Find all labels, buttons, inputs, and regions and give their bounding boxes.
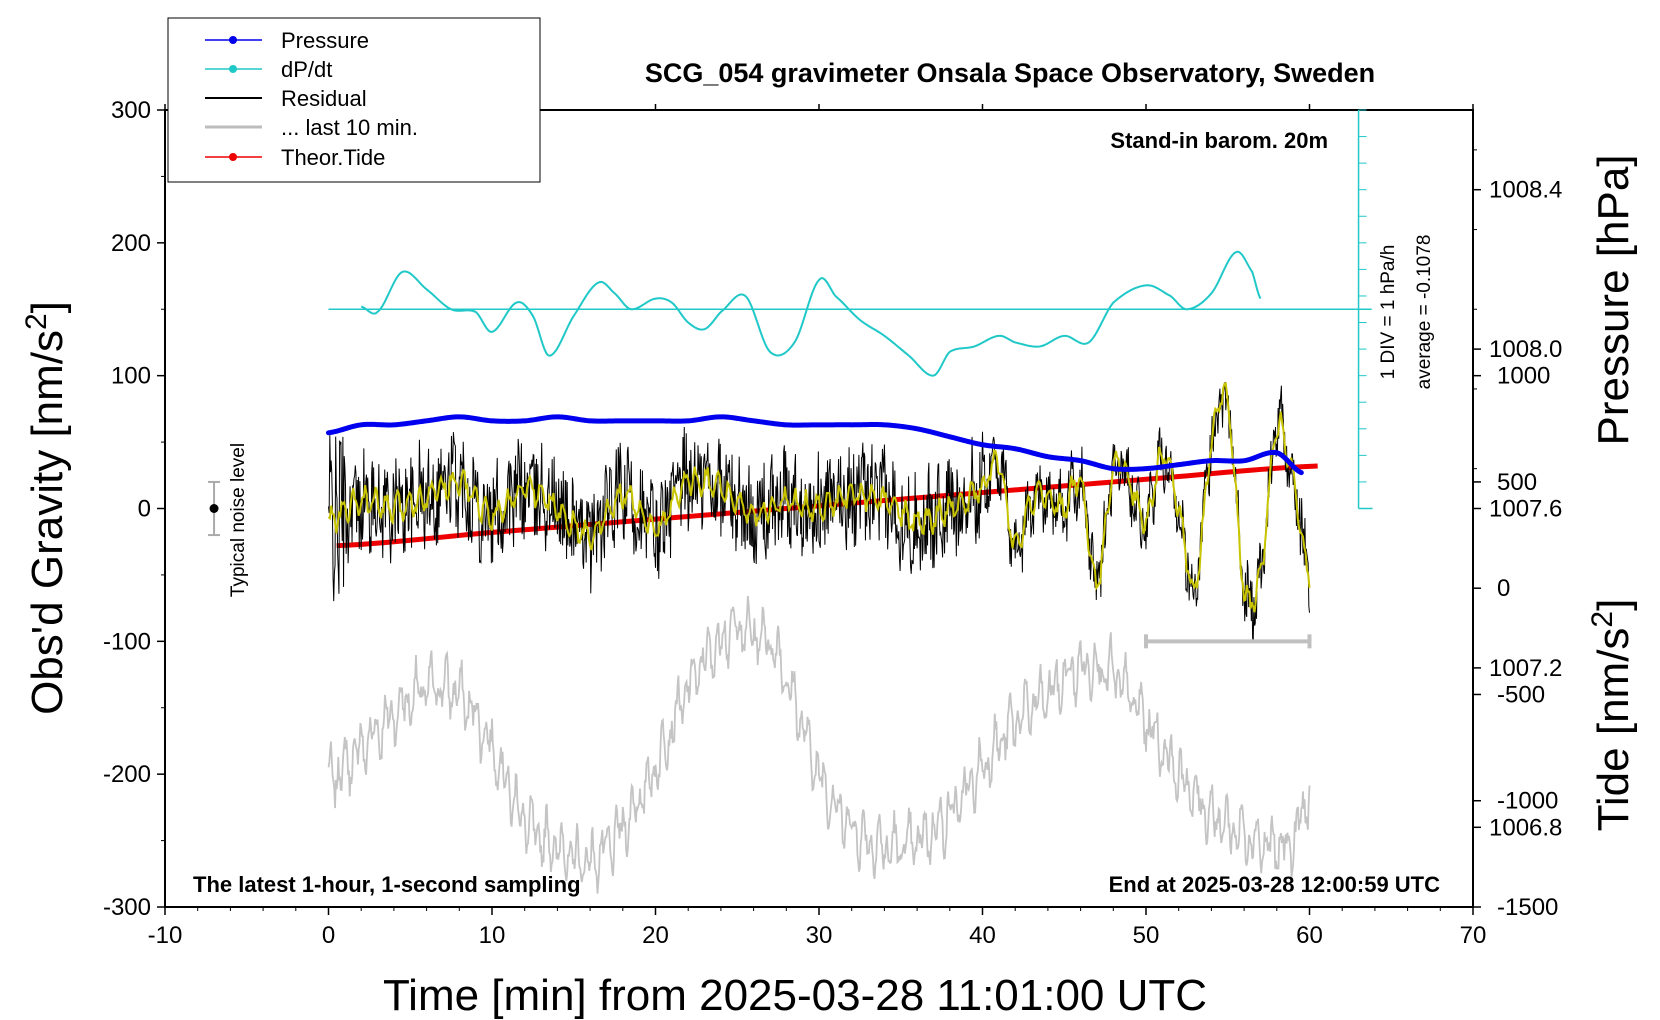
y-left-tick-label: -100 <box>103 628 151 655</box>
residual-line <box>328 381 1310 642</box>
bottom-right-note: End at 2025-03-28 12:00:59 UTC <box>1109 872 1440 897</box>
legend-box <box>167 17 541 183</box>
dpdt-scale-group <box>328 109 1373 510</box>
legend: Pressure dP/dt Residual ... last 10 min.… <box>167 17 541 183</box>
x-tick-label: 70 <box>1460 922 1487 949</box>
dpdt-series-group <box>360 250 1262 377</box>
y-left-tick-label: -200 <box>103 761 151 788</box>
pressure-tick-label: 1007.2 <box>1489 655 1562 682</box>
x-tick-label: 20 <box>642 922 669 949</box>
pressure-tick-label: 1008.0 <box>1489 336 1562 363</box>
noise-bar-dot <box>209 504 219 513</box>
legend-item-pressure: Pressure <box>205 28 369 53</box>
pressure-series-group <box>326 414 1304 476</box>
pressure-tick-label: 1006.8 <box>1489 814 1562 841</box>
x-tick-label: 60 <box>1296 922 1323 949</box>
extras-group <box>208 480 1312 649</box>
tide-tick-label: -500 <box>1497 681 1545 708</box>
legend-item-residual: Residual <box>205 86 367 111</box>
legend-label-last10: ... last 10 min. <box>281 115 418 140</box>
x-tick-label: 30 <box>806 922 833 949</box>
legend-label-residual: Residual <box>281 86 367 111</box>
legend-label-dpdt: dP/dt <box>281 57 332 82</box>
y-left-tick-label: 0 <box>138 496 151 523</box>
x-tick-label: 40 <box>969 922 996 949</box>
noise-level-label: Typical noise level <box>228 443 249 597</box>
tide-tick-label: 500 <box>1497 469 1537 496</box>
y-left-tick-label: -300 <box>103 894 151 921</box>
residual-series-group <box>327 381 1311 642</box>
average-label: average = -0.1078 <box>1414 235 1435 390</box>
dpdt-line <box>360 250 1262 377</box>
y-left-tick-label: 300 <box>111 97 151 124</box>
last10-line <box>327 595 1311 894</box>
legend-item-tide: Theor.Tide <box>205 145 385 170</box>
y-left-tick-label: 200 <box>111 230 151 257</box>
y-axis-pressure-title: Pressure [hPa] <box>1589 154 1638 445</box>
pressure-line <box>326 414 1304 476</box>
legend-label-tide: Theor.Tide <box>281 145 385 170</box>
legend-item-last10: ... last 10 min. <box>205 115 418 140</box>
chart-title: SCG_054 gravimeter Onsala Space Observat… <box>645 58 1375 88</box>
x-tick-label: -10 <box>148 922 183 949</box>
legend-marker-dpdt <box>229 65 237 73</box>
y-left-tick-label: 100 <box>111 363 151 390</box>
x-tick-label: 50 <box>1133 922 1160 949</box>
tide-tick-label: 1000 <box>1497 363 1550 390</box>
y-axis-tide-title: Tide [nm/s2] <box>1586 599 1638 832</box>
bottom-left-note: The latest 1-hour, 1-second sampling <box>193 872 581 897</box>
last10-series-group <box>327 595 1311 894</box>
tide-tick-label: -1000 <box>1497 788 1558 815</box>
residual-smoothed-line <box>327 382 1311 613</box>
legend-item-dpdt: dP/dt <box>205 57 332 82</box>
legend-marker-pressure <box>229 36 237 44</box>
div-scale-label: 1 DIV = 1 hPa/h <box>1378 245 1399 380</box>
x-tick-label: 0 <box>322 922 335 949</box>
legend-marker-tide <box>229 153 237 161</box>
pressure-tick-label: 1007.6 <box>1489 496 1562 523</box>
axes-group: -10 0 10 20 30 40 50 60 703002001000-100-200-300… <box>103 97 1562 949</box>
x-tick-label: 10 <box>479 922 506 949</box>
legend-label-pressure: Pressure <box>281 28 369 53</box>
tide-tick-label: 0 <box>1497 575 1510 602</box>
pressure-tick-label: 1008.4 <box>1489 177 1562 204</box>
y-axis-left-title: Obs'd Gravity [nm/s2] <box>20 301 72 715</box>
stand-in-note: Stand-in barom. 20m <box>1110 128 1328 153</box>
x-axis-title: Time [min] from 2025-03-28 11:01:00 UTC <box>383 971 1207 1020</box>
tide-tick-label: -1500 <box>1497 894 1558 921</box>
